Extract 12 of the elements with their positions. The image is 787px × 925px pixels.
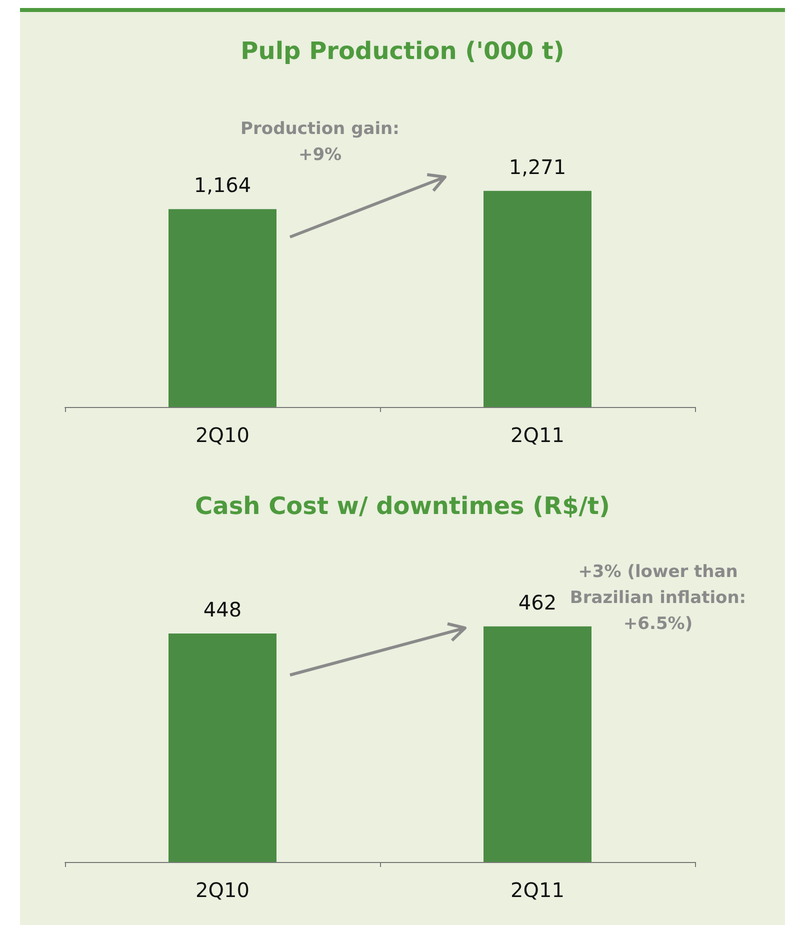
- x-tick-label: 2Q10: [196, 423, 250, 447]
- text: Production gain: +9%: [240, 119, 400, 165]
- data-label: 1,271: [508, 154, 566, 179]
- annotation: +3% (lower than Brazilian inflation: +6.5%): [570, 562, 746, 634]
- chart-title: Cash Cost w/ downtimes (R$/t): [195, 492, 610, 520]
- x-tick-label: 2Q11: [510, 423, 564, 447]
- data-label: 1,164: [194, 173, 252, 198]
- chart-title: Pulp Production ('000 t): [240, 37, 564, 65]
- x-tick-label: 2Q10: [196, 878, 250, 902]
- data-label: 462: [518, 590, 557, 614]
- x-tick-label: 2Q11: [510, 878, 564, 902]
- data-label: 448: [203, 598, 242, 622]
